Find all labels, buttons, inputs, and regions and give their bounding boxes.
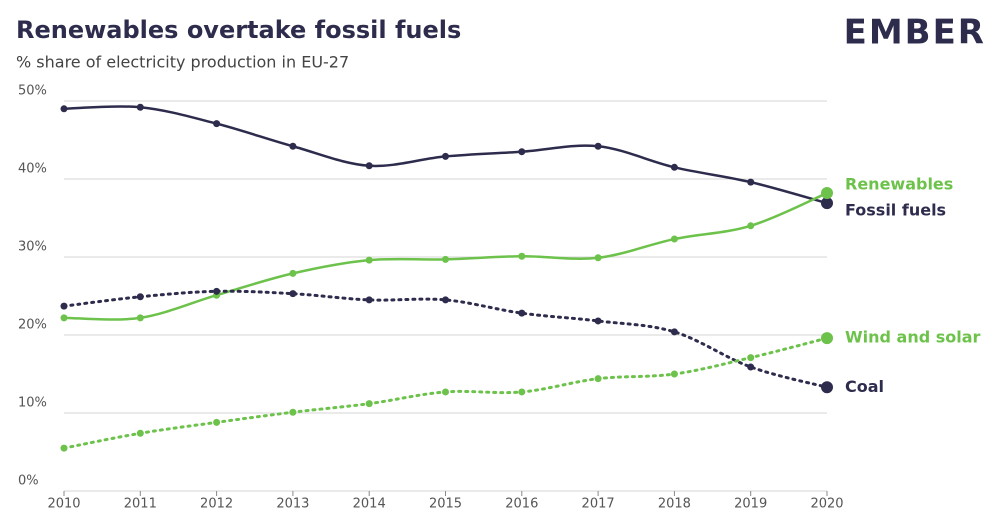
series-line	[62, 289, 829, 389]
data-point	[594, 254, 602, 262]
data-point	[213, 120, 221, 128]
x-tick-label: 2016	[505, 497, 538, 511]
data-point	[518, 252, 526, 260]
x-tick-label: 2019	[734, 497, 767, 511]
x-tick-label: 2018	[658, 497, 691, 511]
data-point	[213, 418, 221, 426]
data-point	[136, 429, 144, 437]
data-point	[442, 388, 449, 396]
data-point	[518, 148, 526, 156]
data-point	[518, 309, 526, 317]
data-point	[136, 314, 144, 322]
data-point	[821, 187, 833, 200]
data-point	[289, 290, 297, 298]
y-tick-label: 20%	[18, 318, 47, 333]
data-point	[821, 332, 833, 345]
data-point	[60, 105, 68, 113]
data-point	[213, 287, 221, 295]
chart-title: Renewables overtake fossil fuels	[16, 16, 461, 44]
data-point	[60, 314, 68, 322]
x-tick-label: 2020	[810, 497, 843, 511]
data-point	[365, 256, 373, 264]
logo: EMBER	[844, 13, 986, 53]
chart-subtitle: % share of electricity production in EU-…	[16, 53, 349, 72]
y-tick-label: 40%	[18, 162, 47, 177]
data-point	[365, 296, 373, 304]
data-point	[136, 103, 144, 111]
data-point	[442, 296, 449, 304]
x-tick-label: 2010	[47, 497, 80, 511]
x-tick-label: 2014	[353, 497, 386, 511]
data-point	[747, 178, 755, 186]
x-tick-label: 2011	[124, 497, 157, 511]
legend-label: Wind and solar	[845, 328, 981, 347]
x-tick-label: 2012	[200, 497, 233, 511]
data-point	[442, 152, 449, 160]
data-point	[60, 302, 68, 310]
data-point	[289, 269, 297, 277]
data-point	[136, 293, 144, 301]
x-tick-label: 2015	[429, 497, 462, 511]
data-point	[747, 363, 755, 371]
y-tick-label: 10%	[18, 396, 47, 411]
data-point	[670, 328, 678, 336]
legend-label: Fossil fuels	[845, 201, 946, 220]
data-point	[594, 317, 602, 325]
y-tick-label: 30%	[18, 240, 47, 255]
data-point	[365, 162, 373, 170]
x-tick-label: 2017	[582, 497, 615, 511]
data-point	[289, 408, 297, 416]
data-point	[747, 222, 755, 230]
y-tick-label: 50%	[18, 84, 47, 99]
legend-label: Coal	[845, 377, 884, 396]
data-point	[594, 142, 602, 150]
data-point	[594, 375, 602, 383]
data-point	[670, 235, 678, 243]
data-point	[670, 370, 678, 378]
data-point	[518, 388, 526, 396]
data-point	[821, 197, 833, 210]
data-point	[821, 381, 833, 394]
data-point	[365, 400, 373, 408]
data-point	[289, 142, 297, 150]
data-point	[670, 163, 678, 171]
legend-label: Renewables	[845, 175, 953, 194]
data-point	[60, 444, 68, 452]
y-tick-label: 0%	[18, 474, 39, 489]
data-point	[442, 255, 449, 263]
x-tick-label: 2013	[276, 497, 309, 511]
data-point	[747, 354, 755, 362]
